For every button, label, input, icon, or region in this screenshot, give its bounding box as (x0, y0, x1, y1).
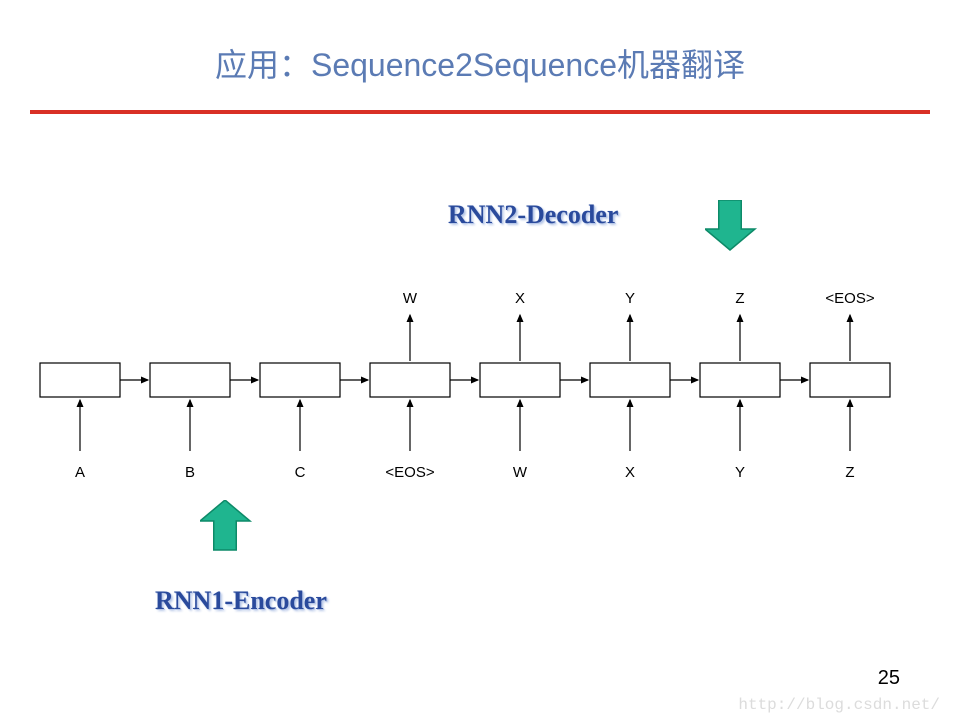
input-label: B (185, 464, 195, 480)
decoder-label: RNN2-Decoder (448, 200, 618, 230)
input-label: W (513, 464, 528, 480)
title-underline (30, 110, 930, 114)
input-label: <EOS> (385, 464, 434, 480)
rnn-cell (370, 363, 450, 397)
input-label: X (625, 464, 635, 480)
page-number: 25 (878, 667, 900, 690)
seq2seq-diagram: A B C <EOS> W X Y Z W X Y Z <EOS> (30, 280, 930, 480)
encoder-arrow-icon (200, 500, 260, 560)
rnn-cell (700, 363, 780, 397)
input-label: A (75, 464, 85, 480)
output-label: X (515, 290, 525, 307)
output-label: Z (735, 290, 744, 307)
input-label: Z (845, 464, 854, 480)
rnn-cell (590, 363, 670, 397)
decoder-arrow-icon (705, 200, 765, 260)
rnn-cell (480, 363, 560, 397)
rnn-cell (260, 363, 340, 397)
output-label: W (403, 290, 418, 307)
output-label: <EOS> (825, 290, 874, 307)
input-label: Y (735, 464, 745, 480)
rnn-cell (810, 363, 890, 397)
watermark: http://blog.csdn.net/ (738, 696, 940, 714)
slide-title: 应用：Sequence2Sequence机器翻译 (0, 40, 960, 86)
input-label: C (295, 464, 306, 480)
decoder-label-text: RNN2-Decoder (448, 200, 618, 229)
output-label: Y (625, 290, 635, 307)
slide-title-text: 应用：Sequence2Sequence机器翻译 (215, 47, 745, 83)
encoder-label: RNN1-Encoder (155, 586, 327, 616)
encoder-label-text: RNN1-Encoder (155, 586, 327, 615)
rnn-cell (150, 363, 230, 397)
rnn-cell (40, 363, 120, 397)
